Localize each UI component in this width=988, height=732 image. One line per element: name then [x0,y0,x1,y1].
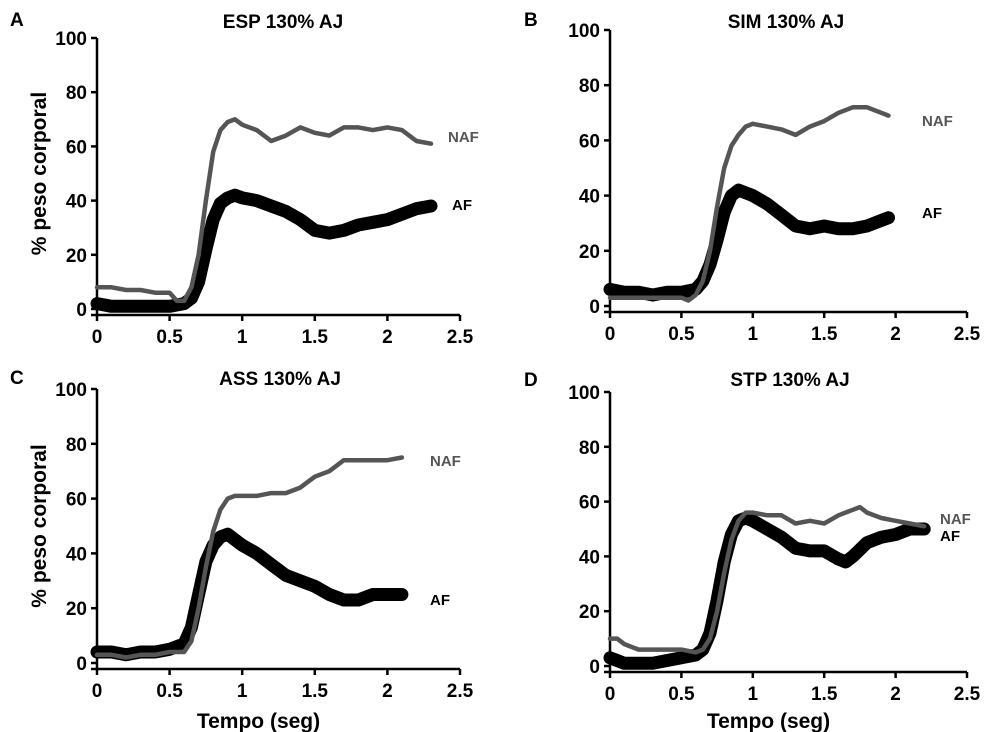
y-tick-label: 20 [579,602,600,623]
y-tick-label: 60 [66,490,87,511]
y-axis-label: % peso corporal [28,444,51,607]
y-tick-label: 100 [55,380,87,401]
y-tick-label: 100 [568,383,600,404]
y-tick-label: 20 [66,599,87,620]
y-tick-label: 60 [579,131,600,152]
y-tick-label: 40 [579,547,600,568]
series-label-af: AF [430,592,450,609]
chart-panel-b: B SIM 130% AJ 0 20 40 60 80 100 0 0.5 1 1.5 2 2.5 NAF A… [524,10,981,345]
panel-letter: B [524,10,538,31]
panel-title: STP 130% AJ [730,370,849,391]
y-tick-label: 40 [66,192,87,213]
x-axis-label: Tempo (seg) [197,710,320,732]
x-tick-label: 0 [605,684,616,705]
y-tick-label: 0 [589,297,600,318]
y-tick-label: 20 [66,246,87,267]
x-tick-label: 1 [748,324,759,345]
series-label-naf: NAF [922,113,953,130]
series-line-naf [607,504,927,655]
x-tick-label: 2.5 [447,327,474,348]
y-tick-label: 80 [66,83,87,104]
x-tick-label: 1 [237,327,248,348]
chart-panel-c: C ASS 130% AJ 0 20 40 60 80 100 0 0.5 1 1.5 2 2.5 % pe… [10,368,474,732]
series-line-af [603,511,931,670]
series-line-af [90,188,438,313]
x-tick-label: 1.5 [302,327,329,348]
x-tick-label: 1 [748,684,759,705]
y-tick-label: 80 [579,76,600,97]
chart-panel-a: A ESP 130% AJ 0 20 40 60 80 100 0 0.5 1 1.5 2 2.5 % pe… [10,10,479,348]
series-line-af [90,527,409,662]
x-tick-label: 0.5 [668,324,695,345]
y-tick-label: 60 [579,493,600,514]
panel-letter: A [10,10,24,31]
panel-letter: C [10,368,24,389]
x-tick-label: 0.5 [156,681,183,702]
panel-title: ASS 130% AJ [219,369,341,390]
y-tick-label: 100 [55,29,87,50]
x-tick-label: 1.5 [811,684,838,705]
y-tick-label: 0 [76,654,87,675]
chart-panel-d: D STP 130% AJ 0 20 40 60 80 100 0 0.5 1 1.5 2 2.5 Temp… [524,370,981,732]
x-axis-label: Tempo (seg) [707,710,830,732]
x-tick-label: 2 [382,327,393,348]
x-tick-label: 1 [237,681,248,702]
series-label-naf: NAF [448,129,479,146]
x-tick-label: 2.5 [954,324,981,345]
y-tick-label: 40 [579,187,600,208]
x-tick-label: 2 [890,324,901,345]
y-tick-label: 40 [66,544,87,565]
x-tick-label: 2 [890,684,901,705]
x-tick-label: 1.5 [302,681,329,702]
series-line-naf [607,105,891,303]
x-tick-label: 2 [382,681,393,702]
x-tick-label: 2.5 [447,681,474,702]
y-tick-label: 20 [579,242,600,263]
x-tick-label: 0 [92,327,103,348]
series-label-naf: NAF [430,453,461,470]
y-tick-label: 80 [579,438,600,459]
y-tick-label: 60 [66,137,87,158]
series-label-af: AF [940,528,960,545]
x-tick-label: 0.5 [668,684,695,705]
x-tick-label: 2.5 [954,684,981,705]
y-tick-label: 80 [66,435,87,456]
series-label-af: AF [452,197,472,214]
series-label-af: AF [922,205,942,222]
y-axis-label: % peso corporal [28,92,51,255]
x-tick-label: 1.5 [811,324,838,345]
series-label-naf: NAF [940,511,971,528]
series-line-naf [94,455,405,660]
x-tick-label: 0 [605,324,616,345]
panel-title: SIM 130% AJ [728,12,845,33]
x-tick-label: 0 [92,681,103,702]
y-tick-label: 0 [589,657,600,678]
series-line-af [603,183,895,302]
panel-letter: D [524,370,538,391]
series-line-naf [94,117,434,304]
panel-title: ESP 130% AJ [223,12,343,33]
y-tick-label: 0 [76,300,87,321]
x-tick-label: 0.5 [156,327,183,348]
y-tick-label: 100 [568,21,600,42]
